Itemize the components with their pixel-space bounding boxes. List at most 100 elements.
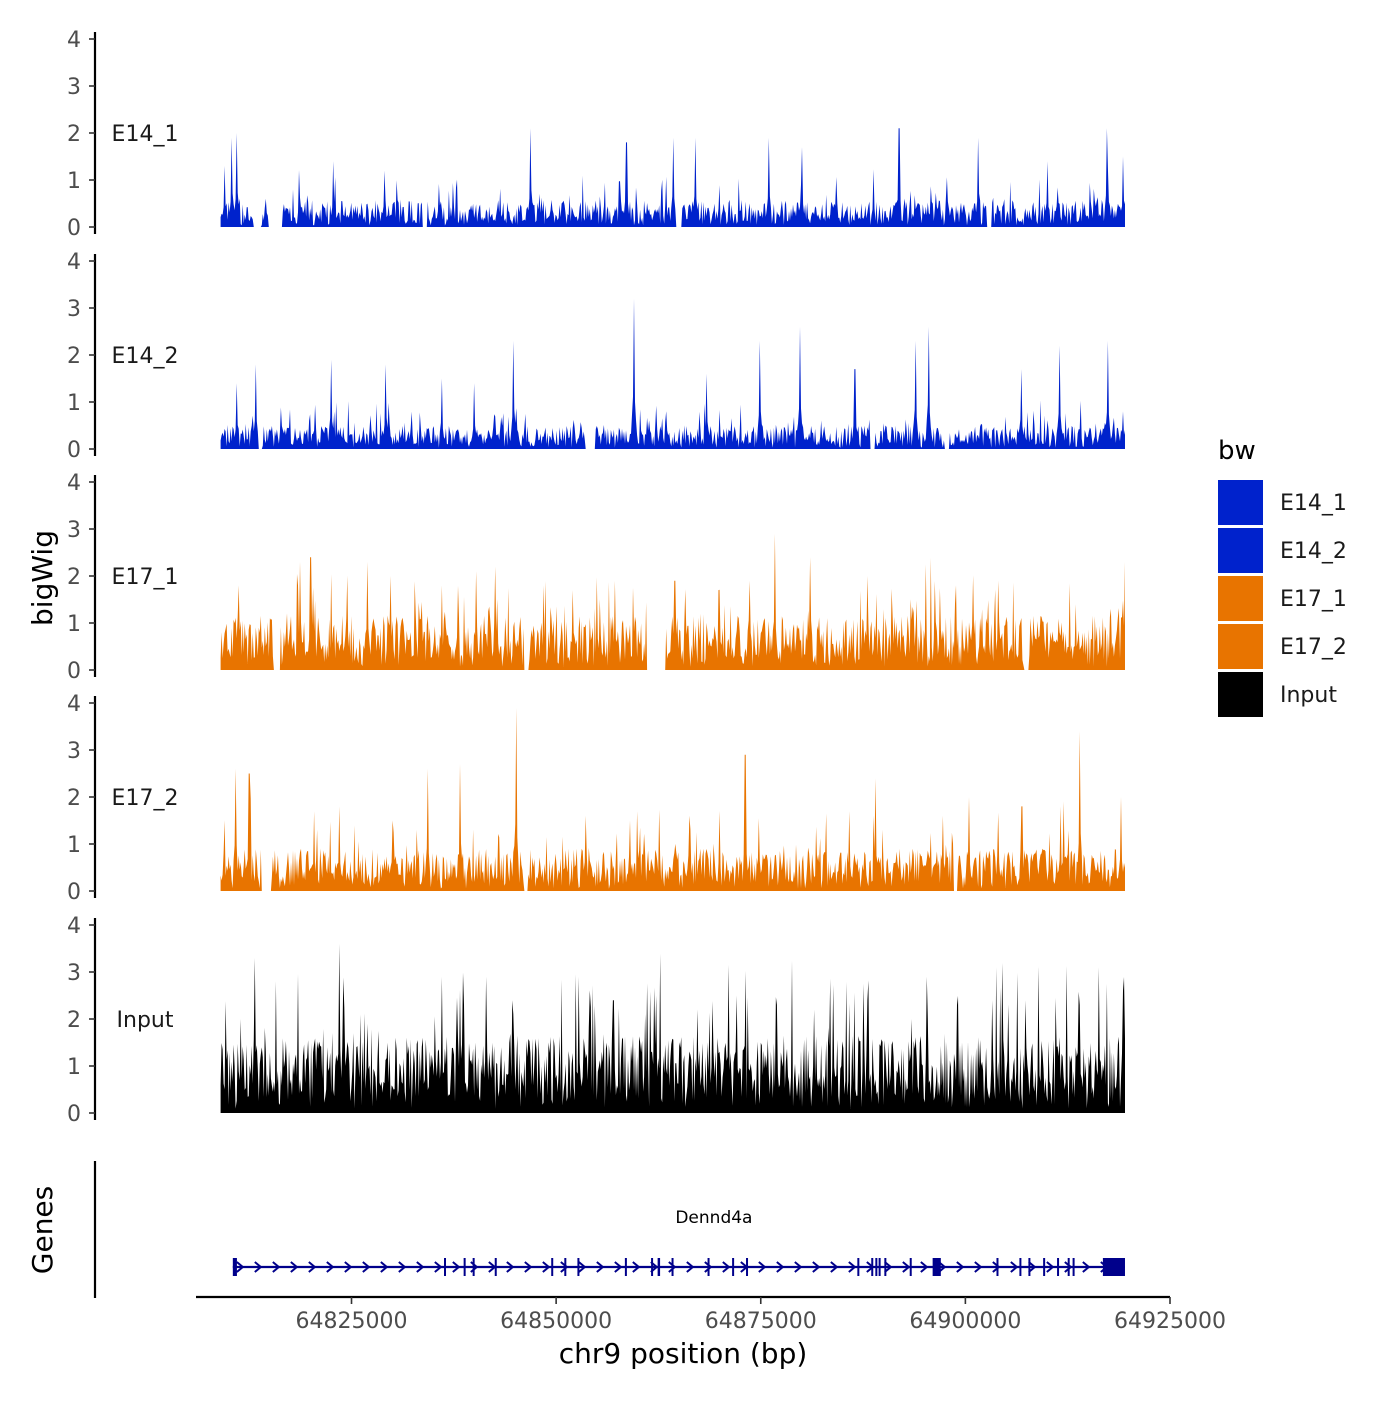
gene-exon: [651, 1258, 654, 1276]
y-tick-label: 0: [67, 438, 81, 463]
strand-chevron: [632, 1261, 641, 1273]
legend-title: bw: [1218, 436, 1256, 466]
legend-item-e14-2: E14_2: [1218, 528, 1347, 573]
strand-chevron: [272, 1261, 281, 1273]
strand-chevron: [236, 1261, 245, 1273]
y-tick-label: 1: [67, 1055, 81, 1080]
gene-exon: [1019, 1258, 1022, 1276]
coverage-area-e17-2: [220, 707, 1126, 891]
strand-chevron: [974, 1261, 983, 1273]
strand-chevron: [398, 1261, 407, 1273]
y-tick-label: 4: [67, 692, 81, 717]
strand-chevron: [1028, 1261, 1037, 1273]
strand-chevron: [830, 1261, 839, 1273]
y-tick-label: 4: [67, 250, 81, 275]
legend-label: Input: [1280, 683, 1337, 708]
y-tick-label: 4: [67, 28, 81, 53]
track-label: Input: [117, 1008, 174, 1033]
legend-swatch: [1218, 672, 1263, 717]
gene-exon: [551, 1258, 554, 1276]
gene-exon: [857, 1258, 860, 1276]
strand-chevron: [524, 1261, 533, 1273]
gene-exon: [884, 1258, 887, 1276]
strand-chevron: [668, 1261, 677, 1273]
gene-exon: [671, 1258, 674, 1276]
strand-chevron: [254, 1261, 263, 1273]
strand-chevron: [686, 1261, 695, 1273]
strand-chevron: [1064, 1261, 1073, 1273]
gene-exon: [996, 1258, 999, 1276]
gene-exon: [1028, 1258, 1031, 1276]
track-label: E17_1: [112, 565, 179, 590]
y-tick-label: 0: [67, 880, 81, 905]
gene-exon: [746, 1258, 749, 1276]
gene-exon: [1043, 1258, 1046, 1276]
strand-chevron: [884, 1261, 893, 1273]
legend-label: E17_1: [1280, 587, 1347, 612]
coverage-tracks: 0 1 2 3 4 E14_1 0 1 2 3 4 E14_2 0 1 2 3 4 E17_1 0 1 2 3 4 E17_2…: [67, 28, 1126, 1127]
legend-swatch: [1218, 480, 1263, 525]
coverage-area-e17-1: [220, 533, 1126, 670]
gene-exon: [932, 1258, 941, 1276]
x-axis: 64825000 64850000 64875000 64900000 64925000: [196, 1295, 1226, 1334]
gene-exon: [871, 1258, 874, 1276]
legend-label: E17_2: [1280, 635, 1347, 660]
gene-exon: [1067, 1258, 1070, 1276]
strand-chevron: [434, 1261, 443, 1273]
y-tick-label: 3: [67, 961, 81, 986]
x-tick-label: 64825000: [296, 1309, 408, 1334]
legend-item-e17-2: E17_2: [1218, 624, 1347, 669]
y-tick-label: 2: [67, 565, 81, 590]
y-tick-label: 1: [67, 391, 81, 416]
gene-exon: [444, 1258, 447, 1276]
strand-chevron: [560, 1261, 569, 1273]
strand-chevron: [1010, 1261, 1019, 1273]
track-e14-2: 0 1 2 3 4 E14_2: [67, 250, 1126, 463]
gene-exon: [657, 1258, 661, 1276]
y-tick-label: 3: [67, 75, 81, 100]
x-tick-label: 64875000: [705, 1309, 817, 1334]
gene-name-label: Dennd4a: [675, 1208, 752, 1228]
strand-chevron: [1046, 1261, 1055, 1273]
strand-chevron: [344, 1261, 353, 1273]
gene-exon: [494, 1258, 497, 1276]
y-tick-label: 3: [67, 739, 81, 764]
x-tick-label: 64925000: [1114, 1309, 1226, 1334]
y-tick-label: 3: [67, 518, 81, 543]
y-tick-label: 0: [67, 659, 81, 684]
strand-chevron: [380, 1261, 389, 1273]
gene-exon: [1102, 1258, 1125, 1276]
strand-chevron: [794, 1261, 803, 1273]
gene-exon: [564, 1258, 567, 1276]
y-tick-label: 1: [67, 833, 81, 858]
strand-chevron: [542, 1261, 551, 1273]
x-tick-label: 64850000: [500, 1309, 612, 1334]
strand-chevron: [848, 1261, 857, 1273]
strand-chevron: [326, 1261, 335, 1273]
strand-chevron: [992, 1261, 1001, 1273]
y-tick-label: 1: [67, 612, 81, 637]
legend-label: E14_1: [1280, 491, 1347, 516]
gene-exon: [232, 1258, 237, 1276]
track-label: E14_1: [112, 122, 179, 147]
strand-chevron: [1082, 1261, 1091, 1273]
y-tick-label: 0: [67, 216, 81, 241]
track-label: E14_2: [112, 344, 179, 369]
gene-exon: [875, 1258, 878, 1276]
legend: bw E14_1 E14_2 E17_1 E17_2 Input: [1218, 436, 1347, 717]
x-axis-title: chr9 position (bp): [559, 1337, 808, 1370]
legend-items: E14_1 E14_2 E17_1 E17_2 Input: [1218, 480, 1347, 717]
genes-track-title: Genes: [26, 1186, 59, 1274]
gene-exon: [707, 1258, 710, 1276]
strand-chevron: [812, 1261, 821, 1273]
legend-item-e14-1: E14_1: [1218, 480, 1347, 525]
strand-chevron: [362, 1261, 371, 1273]
gene-exon: [732, 1258, 735, 1276]
strand-chevron: [938, 1261, 947, 1273]
legend-item-input: Input: [1218, 672, 1337, 717]
gene-exon: [577, 1258, 580, 1276]
coverage-area-input: [220, 943, 1126, 1113]
strand-chevron: [596, 1261, 605, 1273]
y-tick-label: 2: [67, 1008, 81, 1033]
